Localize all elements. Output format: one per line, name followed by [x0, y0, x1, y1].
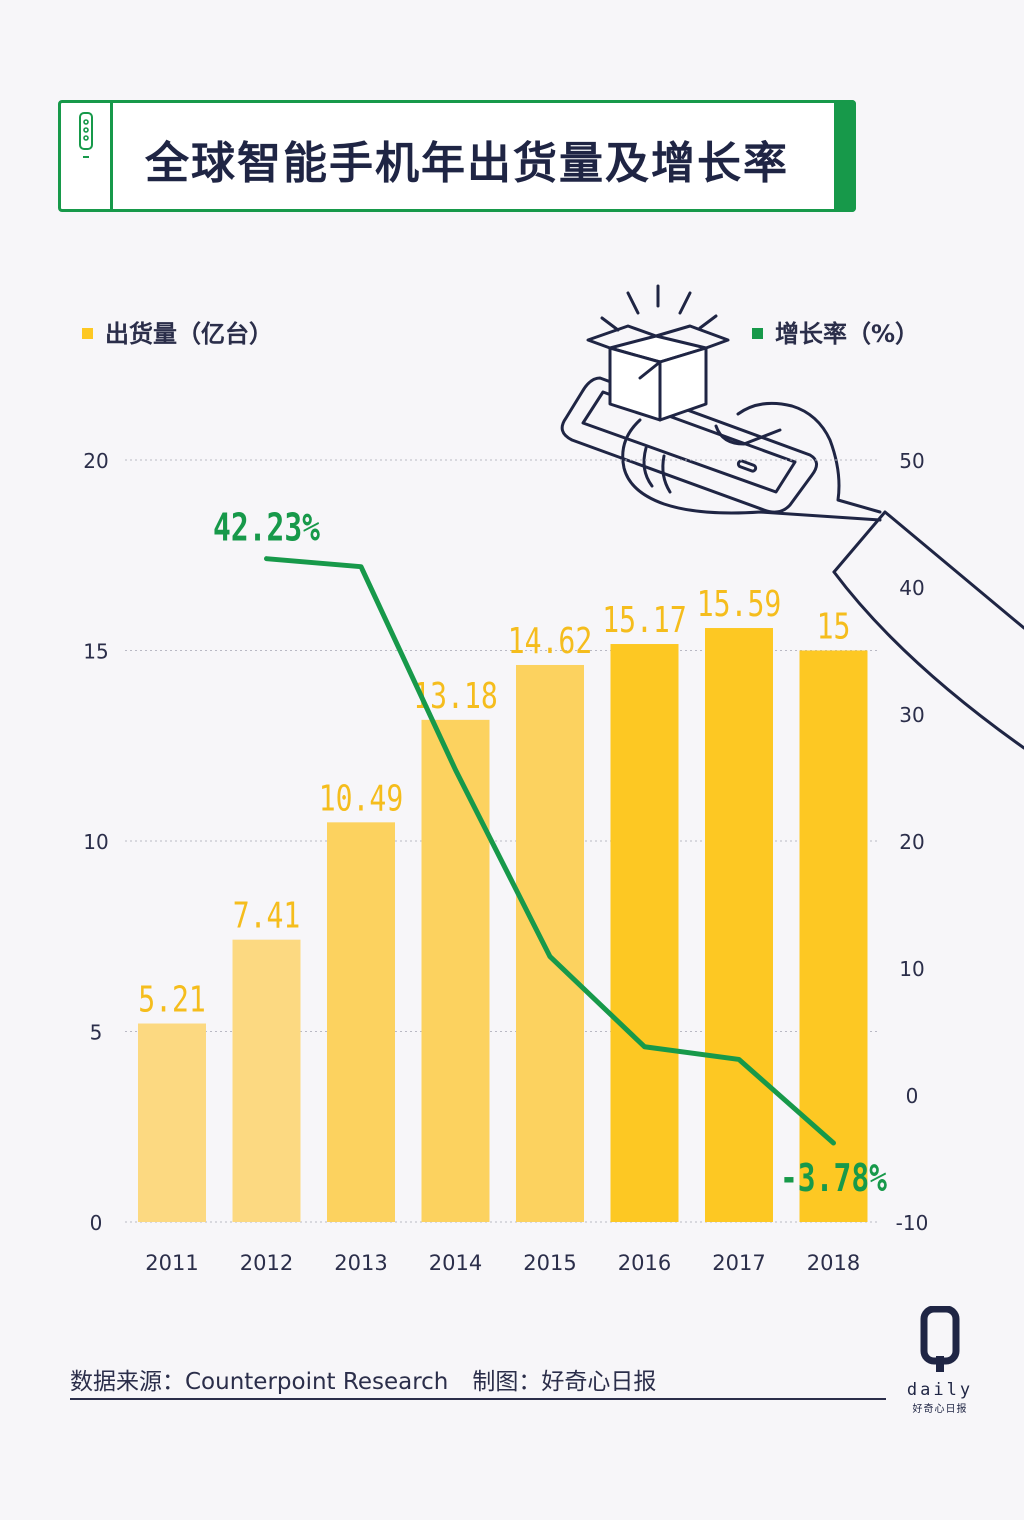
growth-annotation-label: -3.78%	[780, 1156, 887, 1201]
y-left-tick-label: 5	[90, 1021, 103, 1045]
credit-text: 制图：好奇心日报	[472, 1369, 657, 1395]
q-logo-icon	[920, 1305, 960, 1372]
bar-value-label: 15.59	[697, 583, 781, 625]
axes: 0 5 10 15 20 -10 0 10 20 30 40 50 2011 2012 2013 2014 20…	[83, 449, 928, 1275]
y-left-tick-label: 20	[83, 449, 108, 473]
sleeve	[832, 510, 1024, 630]
chart-title: 全球智能手机年出货量及增长率	[145, 138, 789, 189]
bar	[516, 664, 584, 1222]
logo-cn: 好奇心日报	[912, 1404, 968, 1415]
y-right-tick-label: 10	[899, 957, 924, 981]
logo-text: daily	[906, 1380, 974, 1400]
bars	[138, 628, 868, 1222]
x-tick-label: 2011	[145, 1251, 198, 1275]
x-tick-label: 2013	[334, 1251, 387, 1275]
bar	[799, 650, 868, 1222]
growth-annotation-label: 42.23%	[213, 506, 320, 551]
y-left-tick-label: 15	[83, 640, 108, 664]
box-icon	[586, 324, 730, 422]
legend-shipments-label: 出货量（亿台）	[105, 320, 273, 348]
x-tick-label: 2017	[712, 1251, 765, 1275]
bar-value-label: 15.17	[602, 599, 686, 641]
x-tick-label: 2012	[240, 1251, 293, 1275]
x-tick-label: 2016	[618, 1251, 671, 1275]
bar-value-label: 10.49	[319, 777, 403, 819]
y-right-tick-label: 0	[906, 1084, 919, 1108]
y-left-tick-label: 0	[90, 1211, 103, 1235]
title-side-panel	[61, 103, 113, 209]
footer-divider	[70, 1398, 886, 1400]
y-right-tick-label: -10	[896, 1211, 929, 1235]
source-text: 数据来源：Counterpoint Research	[70, 1369, 449, 1395]
hand-phone-illustration	[560, 284, 1024, 750]
x-tick-label: 2014	[429, 1251, 482, 1275]
y-right-tick-label: 20	[899, 830, 924, 854]
legend-growth-label: 增长率（%）	[775, 320, 920, 348]
y-left-tick-label: 10	[83, 830, 108, 854]
y-right-tick-label: 30	[899, 703, 924, 727]
footer: 数据来源：Counterpoint Research 制图：好奇心日报	[70, 1362, 656, 1396]
title-box: 全球智能手机年出货量及增长率	[58, 100, 856, 212]
bar-value-label: 5.21	[138, 978, 206, 1020]
bar-value-label: 14.62	[508, 620, 592, 662]
phone-outline	[560, 376, 818, 514]
y-right-tick-label: 50	[899, 449, 924, 473]
hand-outline	[621, 418, 882, 522]
legend-swatch-green	[752, 328, 763, 339]
bar	[327, 822, 395, 1222]
bar	[232, 939, 301, 1222]
title-accent-bar	[834, 100, 856, 212]
y-right-tick-label: 40	[899, 576, 924, 600]
legend-shipments: 出货量（亿台）	[82, 314, 273, 349]
growth-line: 42.23% -3.78%	[213, 506, 887, 1201]
bar	[610, 644, 679, 1222]
phone-icon	[79, 112, 93, 158]
x-tick-label: 2018	[807, 1251, 860, 1275]
bar	[705, 628, 773, 1222]
burst-lines	[600, 284, 718, 332]
bar-value-label: 7.41	[233, 894, 301, 936]
x-tick-label: 2015	[523, 1251, 576, 1275]
legend-growth: 增长率（%）	[752, 314, 919, 349]
legend-swatch-yellow	[82, 328, 93, 339]
daily-logo: daily 好奇心日报	[902, 1305, 978, 1415]
bar-value-label: 15	[817, 605, 851, 647]
bar	[138, 1023, 206, 1222]
bar	[421, 719, 490, 1222]
